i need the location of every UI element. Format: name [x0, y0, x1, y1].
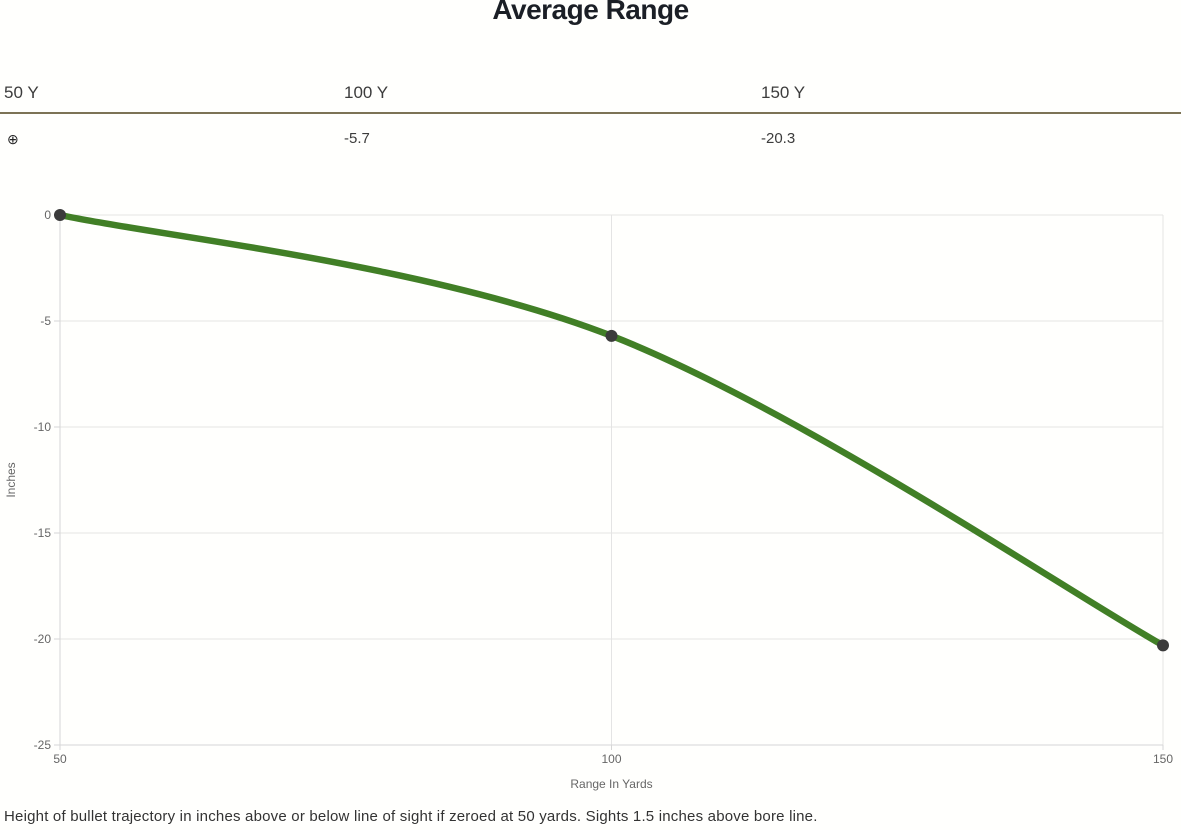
- x-axis-title: Range In Yards: [570, 777, 652, 791]
- range-column-header-50y: 50 Y: [4, 83, 39, 102]
- data-point-marker-50y[interactable]: [54, 209, 66, 221]
- drop-value-150y: -20.3: [761, 130, 796, 147]
- drop-value-100y: -5.7: [344, 130, 370, 147]
- y-tick-label: -20: [34, 632, 52, 646]
- page-title: Average Range: [492, 0, 689, 25]
- y-tick-label: 0: [44, 208, 51, 222]
- range-column-header-150y: 150 Y: [761, 83, 806, 102]
- data-point-marker-100y[interactable]: [605, 329, 618, 342]
- data-point-marker-150y[interactable]: [1157, 639, 1169, 652]
- range-column-header-100y: 100 Y: [344, 83, 389, 102]
- y-tick-label: -5: [40, 314, 51, 328]
- y-tick-label: -10: [34, 420, 52, 434]
- chart-description-text: Height of bullet trajectory in inches ab…: [4, 808, 818, 825]
- x-tick-label: 150: [1153, 752, 1173, 766]
- x-tick-label: 50: [53, 752, 67, 766]
- y-axis-title: Inches: [4, 462, 18, 497]
- circled-plus-zero-icon: ⊕: [7, 131, 19, 147]
- x-tick-label: 100: [601, 752, 621, 766]
- y-tick-label: -25: [34, 738, 52, 752]
- y-tick-label: -15: [34, 526, 52, 540]
- table-divider-rule: [0, 112, 1181, 114]
